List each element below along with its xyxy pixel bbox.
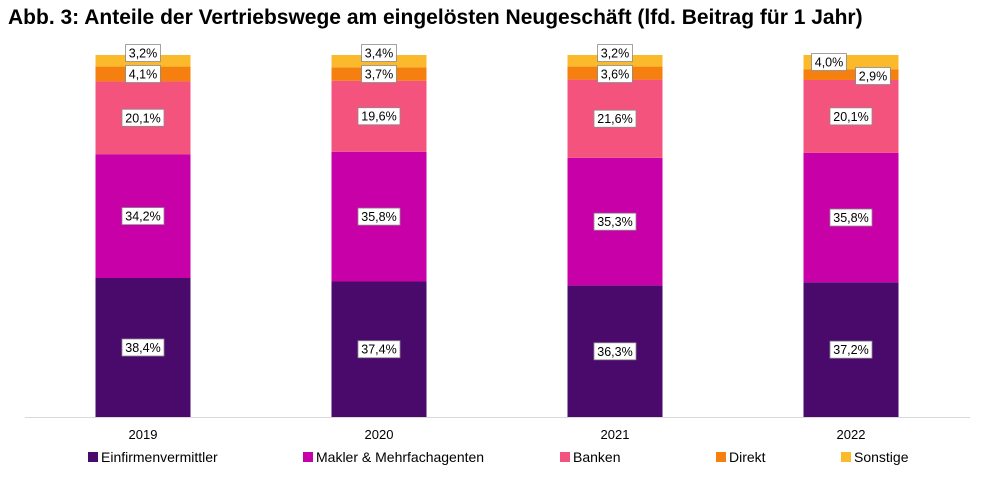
svg-text:34,2%: 34,2%	[125, 210, 160, 224]
svg-text:4,1%: 4,1%	[129, 68, 158, 82]
data-label-einfirmenvermittler-2019: 38,4%	[121, 338, 165, 357]
svg-text:37,4%: 37,4%	[361, 343, 396, 357]
data-label-sonstige-2022: 4,0%	[811, 53, 847, 71]
svg-text:38,4%: 38,4%	[125, 341, 160, 355]
svg-text:35,3%: 35,3%	[597, 215, 632, 229]
svg-text:3,7%: 3,7%	[365, 68, 394, 82]
legend-label-makler-and-mehrfachagenten: Makler & Mehrfachagenten	[316, 449, 484, 465]
legend-swatch-makler-and-mehrfachagenten	[303, 452, 313, 462]
data-label-direkt-2021: 3,6%	[597, 65, 633, 83]
bar-direkt-2022	[803, 69, 899, 80]
x-tick-label-2020: 2020	[365, 427, 394, 442]
svg-text:36,3%: 36,3%	[597, 345, 632, 359]
data-label-direkt-2020: 3,7%	[361, 65, 397, 83]
legend-swatch-sonstige	[841, 452, 851, 462]
legend-label-sonstige: Sonstige	[854, 449, 909, 465]
svg-text:37,2%: 37,2%	[833, 343, 868, 357]
legend-item-einfirmenvermittler: Einfirmenvermittler	[88, 449, 218, 465]
legend-swatch-banken	[560, 452, 570, 462]
data-label-direkt-2022: 2,9%	[855, 67, 891, 85]
legend-item-direkt: Direkt	[716, 449, 766, 465]
data-label-direkt-2019: 4,1%	[125, 65, 161, 83]
data-label-einfirmenvermittler-2020: 37,4%	[357, 340, 401, 359]
legend-label-banken: Banken	[573, 449, 620, 465]
x-tick-label-2021: 2021	[601, 427, 630, 442]
legend-item-banken: Banken	[560, 449, 620, 465]
svg-text:21,6%: 21,6%	[597, 112, 632, 126]
x-tick-label-2022: 2022	[837, 427, 866, 442]
svg-text:3,4%: 3,4%	[365, 47, 394, 61]
data-label-makler-and-mehrfachagenten-2022: 35,8%	[829, 208, 873, 227]
data-label-makler-and-mehrfachagenten-2019: 34,2%	[121, 207, 165, 225]
data-label-einfirmenvermittler-2021: 36,3%	[593, 342, 637, 361]
svg-text:3,2%: 3,2%	[601, 47, 630, 61]
x-tick-label-2019: 2019	[129, 427, 158, 442]
svg-text:3,6%: 3,6%	[601, 68, 630, 82]
svg-text:20,1%: 20,1%	[125, 111, 160, 125]
legend-swatch-direkt	[716, 452, 726, 462]
data-label-banken-2019: 20,1%	[121, 108, 165, 127]
data-label-banken-2021: 21,6%	[593, 109, 637, 128]
legend-label-direkt: Direkt	[729, 449, 766, 465]
data-label-makler-and-mehrfachagenten-2021: 35,3%	[593, 212, 637, 231]
legend-item-sonstige: Sonstige	[841, 449, 909, 465]
svg-text:19,6%: 19,6%	[361, 110, 396, 124]
legend-swatch-einfirmenvermittler	[88, 452, 98, 462]
data-label-makler-and-mehrfachagenten-2020: 35,8%	[357, 207, 401, 226]
data-label-sonstige-2019: 3,2%	[125, 44, 161, 62]
svg-text:35,8%: 35,8%	[833, 211, 868, 225]
svg-text:4,0%: 4,0%	[815, 56, 844, 70]
svg-text:2,9%: 2,9%	[859, 70, 888, 84]
legend-label-einfirmenvermittler: Einfirmenvermittler	[101, 449, 218, 465]
data-label-banken-2020: 19,6%	[357, 107, 401, 126]
data-label-einfirmenvermittler-2022: 37,2%	[829, 340, 873, 359]
svg-text:35,8%: 35,8%	[361, 210, 396, 224]
data-label-banken-2022: 20,1%	[829, 107, 873, 126]
data-label-sonstige-2021: 3,2%	[597, 44, 633, 62]
svg-text:3,2%: 3,2%	[129, 47, 158, 61]
chart-title: Abb. 3: Anteile der Vertriebswege am ein…	[8, 6, 863, 29]
legend-item-makler-and-mehrfachagenten: Makler & Mehrfachagenten	[303, 449, 484, 465]
svg-text:20,1%: 20,1%	[833, 110, 868, 124]
data-label-sonstige-2020: 3,4%	[361, 44, 397, 62]
